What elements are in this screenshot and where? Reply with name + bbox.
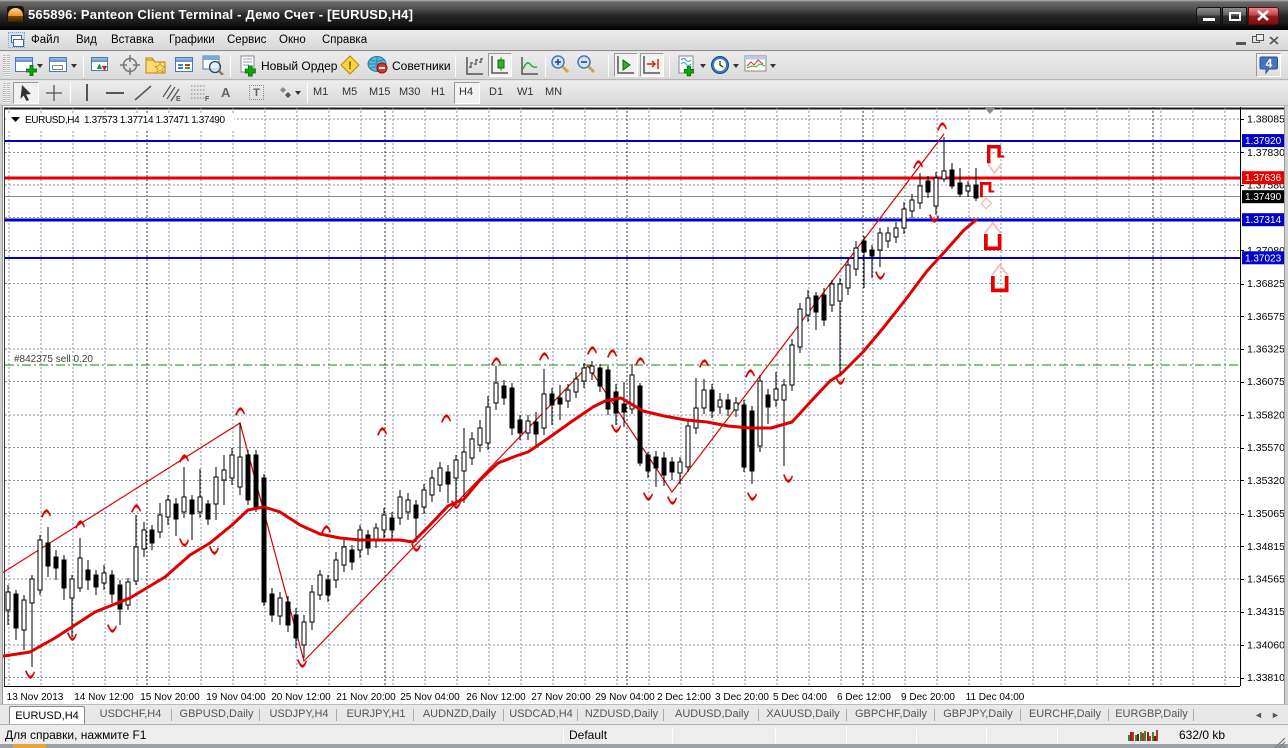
svg-text:1.37023: 1.37023 — [1245, 253, 1282, 264]
svg-text:25 Nov 04:00: 25 Nov 04:00 — [400, 692, 460, 703]
svg-text:6 Dec 12:00: 6 Dec 12:00 — [837, 692, 891, 703]
svg-text:F: F — [205, 96, 210, 103]
svg-text:1.36325: 1.36325 — [1247, 344, 1285, 356]
svg-text:27 Nov 20:00: 27 Nov 20:00 — [531, 692, 591, 703]
svg-text:1.36575: 1.36575 — [1247, 311, 1285, 323]
svg-text:9 Dec 20:00: 9 Dec 20:00 — [901, 692, 955, 703]
svg-text:14 Nov 12:00: 14 Nov 12:00 — [74, 692, 134, 703]
svg-text:3 Dec 20:00: 3 Dec 20:00 — [715, 692, 769, 703]
svg-text:11 Dec 04:00: 11 Dec 04:00 — [966, 692, 1025, 703]
svg-text:1.35065: 1.35065 — [1247, 508, 1285, 520]
svg-text:29 Nov 04:00: 29 Nov 04:00 — [595, 692, 655, 703]
svg-text:1.36075: 1.36075 — [1247, 376, 1285, 388]
svg-text:1.35820: 1.35820 — [1247, 409, 1285, 421]
svg-text:20 Nov 12:00: 20 Nov 12:00 — [271, 692, 331, 703]
svg-text:1.34815: 1.34815 — [1247, 541, 1285, 553]
svg-text:EURUSD,H4 1.37573 1.37714 1.3: EURUSD,H4 1.37573 1.37714 1.37471 1.3749… — [25, 115, 225, 126]
svg-text:1.37080: 1.37080 — [1247, 245, 1285, 257]
svg-text:#842375 sell 0.20: #842375 sell 0.20 — [14, 354, 93, 365]
svg-text:19 Nov 04:00: 19 Nov 04:00 — [206, 692, 266, 703]
svg-text:26 Nov 12:00: 26 Nov 12:00 — [466, 692, 526, 703]
svg-text:1.37314: 1.37314 — [1245, 215, 1282, 226]
svg-text:1.38085: 1.38085 — [1247, 114, 1285, 126]
svg-text:1.37490: 1.37490 — [1245, 192, 1282, 203]
svg-text:2 Dec 12:00: 2 Dec 12:00 — [657, 692, 711, 703]
svg-text:E: E — [176, 96, 181, 103]
svg-text:!: ! — [348, 60, 352, 72]
svg-text:1.35320: 1.35320 — [1247, 475, 1285, 487]
svg-text:1.37830: 1.37830 — [1247, 147, 1285, 159]
svg-text:21 Nov 20:00: 21 Nov 20:00 — [336, 692, 396, 703]
svg-text:1.33810: 1.33810 — [1247, 672, 1285, 684]
svg-text:1.34060: 1.34060 — [1247, 639, 1285, 651]
svg-text:4: 4 — [1266, 57, 1273, 71]
svg-text:15 Nov 20:00: 15 Nov 20:00 — [140, 692, 200, 703]
svg-text:13 Nov 2013: 13 Nov 2013 — [7, 692, 64, 703]
svg-text:5 Dec 04:00: 5 Dec 04:00 — [773, 692, 827, 703]
svg-text:1.37920: 1.37920 — [1245, 136, 1282, 147]
svg-text:1.37636: 1.37636 — [1245, 173, 1282, 184]
svg-text:1.34565: 1.34565 — [1247, 573, 1285, 585]
svg-text:1.35570: 1.35570 — [1247, 442, 1285, 454]
svg-text:1.34315: 1.34315 — [1247, 606, 1285, 618]
svg-text:1.36825: 1.36825 — [1247, 278, 1285, 290]
